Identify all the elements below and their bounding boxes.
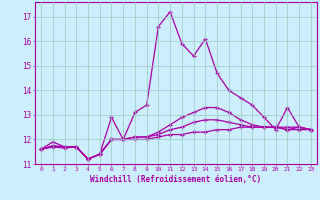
X-axis label: Windchill (Refroidissement éolien,°C): Windchill (Refroidissement éolien,°C) (91, 175, 261, 184)
